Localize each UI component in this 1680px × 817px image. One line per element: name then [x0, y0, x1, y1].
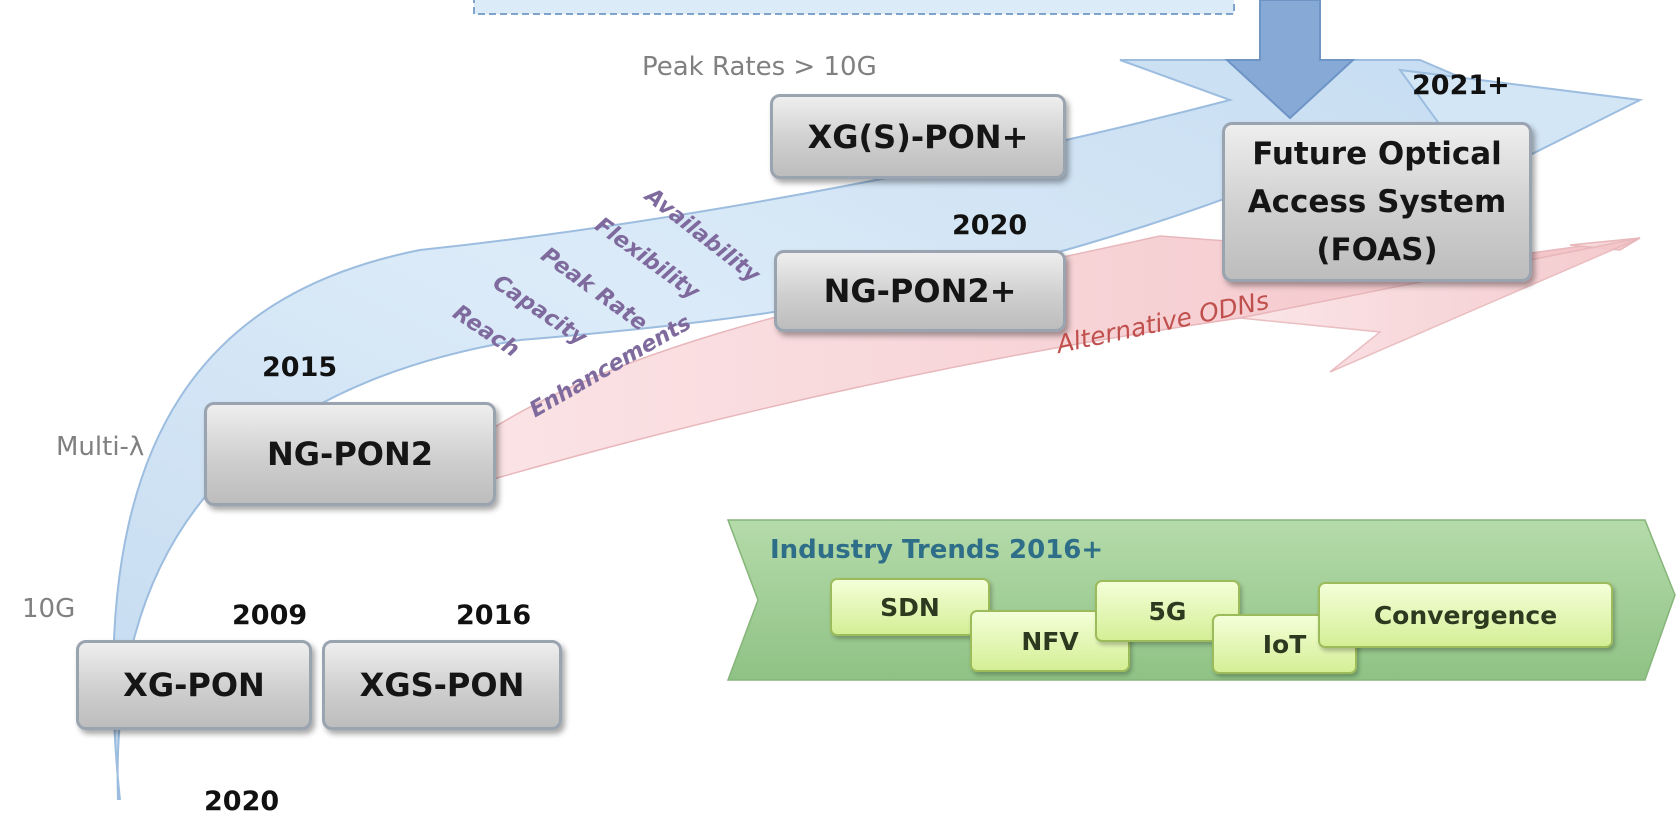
multi-lambda-label: Multi-λ: [56, 432, 145, 462]
year-2021-label: 2021+: [1412, 70, 1510, 101]
year-2016-label: 2016: [456, 600, 532, 631]
year-2015-label: 2015: [262, 352, 338, 383]
foas-box: Future Optical Access System (FOAS): [1222, 122, 1532, 282]
industry-trends-title: Industry Trends 2016+: [770, 535, 1104, 565]
xgpon-box: XG-PON: [76, 640, 312, 730]
year-bottom-label: 2020: [204, 786, 280, 817]
ten-g-label: 10G: [22, 594, 76, 624]
year-2020-label: 2020: [952, 210, 1028, 241]
trend-sdn: SDN: [830, 578, 990, 636]
peak-rates-label: Peak Rates > 10G: [642, 52, 877, 82]
down-arrow: [1224, 0, 1356, 120]
trend-convergence: Convergence: [1318, 582, 1613, 648]
ngpon2-plus-box: NG-PON2+: [774, 250, 1066, 332]
ngpon2-box: NG-PON2: [204, 402, 496, 506]
xgspon-box: XGS-PON: [322, 640, 562, 730]
top-dashed-box: [473, 0, 1235, 15]
xgspon-plus-box: XG(S)-PON+: [770, 94, 1066, 179]
year-2009-label: 2009: [232, 600, 308, 631]
